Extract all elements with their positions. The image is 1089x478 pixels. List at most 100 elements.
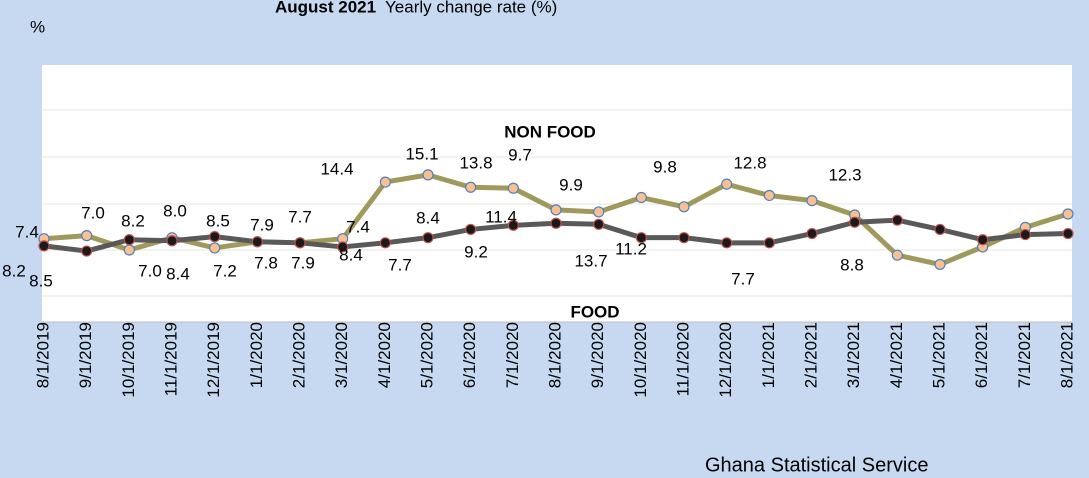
source: Ghana Statistical Service bbox=[705, 454, 928, 476]
data-label: 8.2 bbox=[121, 211, 145, 230]
data-label: 9.2 bbox=[464, 242, 488, 261]
x-tick-label: 5/1/2021 bbox=[929, 322, 948, 388]
point bbox=[977, 234, 989, 246]
point bbox=[593, 206, 605, 218]
point bbox=[337, 241, 349, 253]
x-tick-label: 3/1/2021 bbox=[844, 322, 863, 388]
y-axis-label: % bbox=[30, 17, 45, 36]
x-tick-label: 6/1/2021 bbox=[972, 322, 991, 388]
data-label: 8.8 bbox=[840, 255, 864, 274]
point bbox=[721, 178, 733, 190]
point bbox=[550, 217, 562, 229]
point bbox=[593, 218, 605, 230]
x-tick-label: 5/1/2020 bbox=[417, 322, 436, 388]
point bbox=[678, 201, 690, 213]
data-label: 8.4 bbox=[416, 208, 440, 227]
data-label: 7.0 bbox=[81, 203, 105, 222]
data-label: 13.7 bbox=[574, 251, 607, 270]
point bbox=[721, 237, 733, 249]
x-tick-label: 7/1/2021 bbox=[1015, 322, 1034, 388]
point bbox=[465, 181, 477, 193]
point bbox=[891, 249, 903, 261]
x-tick-label: 4/1/2021 bbox=[887, 322, 906, 388]
data-label: 8.5 bbox=[206, 211, 230, 230]
point bbox=[635, 232, 647, 244]
point bbox=[422, 232, 434, 244]
point bbox=[891, 214, 903, 226]
data-label: 8.2 bbox=[2, 261, 26, 280]
point bbox=[465, 223, 477, 236]
data-label: 8.0 bbox=[163, 201, 187, 220]
point bbox=[379, 237, 391, 249]
data-label: 7.9 bbox=[291, 253, 315, 272]
point bbox=[81, 230, 93, 242]
x-tick-label: 1/1/2021 bbox=[759, 322, 778, 388]
point bbox=[763, 189, 775, 202]
chart-title: August 2021 bbox=[275, 0, 376, 16]
point bbox=[1019, 228, 1031, 241]
data-label: 12.3 bbox=[828, 165, 861, 184]
x-tick-label: 7/1/2020 bbox=[503, 322, 522, 388]
data-label: 8.5 bbox=[29, 271, 53, 290]
x-tick-label: 1/1/2020 bbox=[247, 322, 266, 388]
point bbox=[678, 232, 690, 244]
x-tick-label: 8/1/2021 bbox=[1057, 322, 1076, 388]
point bbox=[1062, 208, 1074, 220]
data-label: 7.4 bbox=[15, 222, 39, 241]
x-tick-label: 9/1/2019 bbox=[76, 322, 95, 388]
data-label: 9.7 bbox=[508, 145, 532, 164]
point bbox=[81, 245, 93, 257]
series-label: FOOD bbox=[570, 302, 619, 321]
x-tick-label: 2/1/2020 bbox=[289, 322, 308, 388]
point bbox=[209, 231, 221, 243]
x-tick-label: 9/1/2020 bbox=[588, 322, 607, 388]
point bbox=[166, 235, 178, 247]
chart-subtitle: Yearly change rate (%) bbox=[385, 0, 557, 16]
point bbox=[294, 237, 306, 249]
plot-area bbox=[42, 65, 1072, 322]
point bbox=[123, 234, 135, 246]
x-tick-label: 4/1/2020 bbox=[375, 322, 394, 388]
data-label: 9.9 bbox=[559, 175, 583, 194]
point bbox=[379, 176, 391, 188]
x-tick-label: 8/1/2020 bbox=[545, 322, 564, 388]
data-label: 7.9 bbox=[250, 215, 274, 234]
data-label: 8.4 bbox=[166, 264, 190, 283]
point bbox=[507, 182, 519, 194]
data-label: 13.8 bbox=[459, 153, 492, 172]
data-label: 11.2 bbox=[615, 239, 647, 258]
x-tick-label: 10/1/2020 bbox=[631, 322, 650, 398]
data-label: 7.0 bbox=[138, 261, 162, 280]
data-label: 12.8 bbox=[733, 153, 766, 172]
point bbox=[209, 242, 221, 254]
x-tick-label: 3/1/2020 bbox=[332, 322, 351, 388]
data-label: 15.1 bbox=[405, 144, 438, 163]
data-label: 8.4 bbox=[339, 245, 363, 264]
x-tick-label: 12/1/2020 bbox=[716, 322, 735, 398]
point bbox=[934, 258, 946, 271]
x-tick-label: 11/1/2020 bbox=[673, 322, 692, 396]
data-label: 7.7 bbox=[388, 255, 412, 274]
point bbox=[1062, 227, 1074, 240]
x-tick-label: 6/1/2020 bbox=[460, 322, 479, 388]
data-label: 7.4 bbox=[346, 217, 370, 236]
point bbox=[38, 240, 50, 252]
point bbox=[123, 244, 135, 256]
point bbox=[763, 237, 775, 249]
point bbox=[635, 191, 647, 204]
x-tick-label: 8/1/2019 bbox=[33, 322, 52, 388]
point bbox=[251, 236, 263, 248]
data-label: 11.4 bbox=[485, 207, 517, 226]
data-label: 7.8 bbox=[254, 253, 278, 272]
series-label: NON FOOD bbox=[504, 122, 596, 141]
data-label: 9.8 bbox=[653, 157, 677, 176]
x-tick-label: 12/1/2019 bbox=[204, 322, 223, 398]
x-tick-label: 2/1/2021 bbox=[801, 322, 820, 388]
x-tick-label: 11/1/2019 bbox=[161, 322, 180, 396]
data-label: 7.7 bbox=[731, 269, 755, 288]
point bbox=[806, 195, 818, 207]
point bbox=[422, 169, 434, 181]
point bbox=[934, 223, 946, 236]
data-label: 7.7 bbox=[288, 207, 312, 226]
point bbox=[806, 227, 818, 240]
